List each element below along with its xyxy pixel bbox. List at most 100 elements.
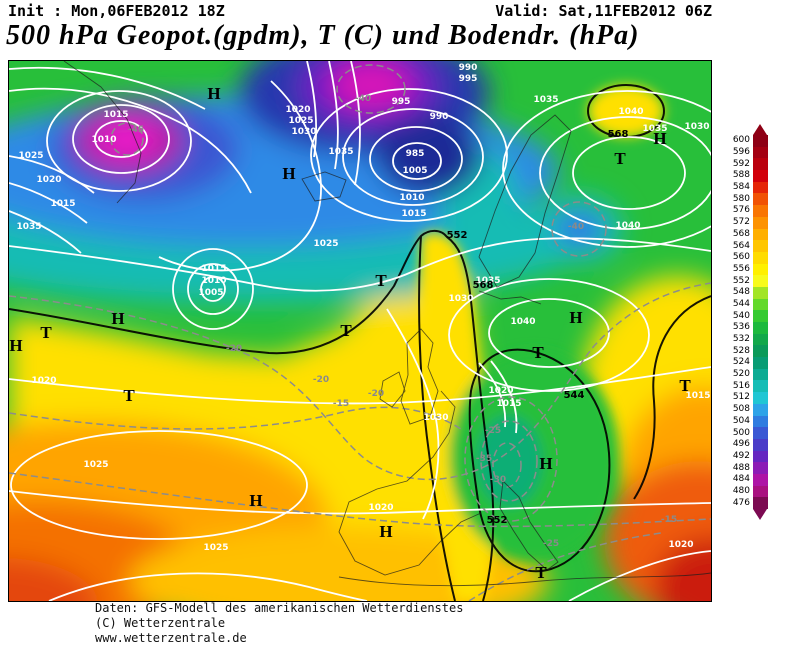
legend-swatch xyxy=(753,357,768,369)
legend-swatch xyxy=(753,473,768,486)
legend-swatch xyxy=(753,216,768,229)
pressure-center-high: H xyxy=(282,164,295,183)
legend-entry: 552 xyxy=(718,275,768,287)
geopotential-label: 552 xyxy=(487,515,508,526)
pressure-label: 985 xyxy=(406,149,425,159)
footer: Daten: GFS-Modell des amerikanischen Wet… xyxy=(95,601,463,646)
legend-entry: 576 xyxy=(718,205,768,217)
pressure-center-low: T xyxy=(123,386,135,405)
pressure-center-high: H xyxy=(569,308,582,327)
legend-entry: 548 xyxy=(718,286,768,299)
legend-swatch xyxy=(753,275,768,287)
legend-entry: 564 xyxy=(718,240,768,252)
pressure-center-low: T xyxy=(340,321,352,340)
legend-value: 560 xyxy=(732,252,750,263)
pressure-label: 1025 xyxy=(203,543,228,553)
legend-swatch xyxy=(753,310,768,322)
pressure-label: 1015 xyxy=(103,110,128,120)
legend-swatch xyxy=(753,298,768,311)
legend-value: 588 xyxy=(732,170,750,181)
legend-value: 520 xyxy=(732,369,750,380)
pressure-label: 1035 xyxy=(16,222,41,232)
footer-line-copyright: (C) Wetterzentrale xyxy=(95,616,226,630)
valid-time-label: Valid: Sat,11FEB2012 06Z xyxy=(495,2,712,20)
legend-swatch xyxy=(753,263,768,276)
legend-value: 600 xyxy=(732,135,750,146)
legend-value: 596 xyxy=(732,147,750,158)
pressure-label: 1025 xyxy=(18,151,43,161)
pressure-label: 1025 xyxy=(288,116,313,126)
legend-entry: 496 xyxy=(718,438,768,451)
legend-entry: 544 xyxy=(718,298,768,311)
pressure-label: 1030 xyxy=(684,122,709,132)
legend-value: 500 xyxy=(732,427,750,438)
legend-swatch xyxy=(753,170,768,182)
temperature-label: -40 xyxy=(355,94,371,104)
legend-entry: 572 xyxy=(718,216,768,229)
legend-swatch xyxy=(753,450,768,463)
legend-arrow-bottom xyxy=(753,509,767,520)
legend-value: 552 xyxy=(732,275,750,286)
legend-value: 528 xyxy=(732,345,750,356)
temperature-label: -40 xyxy=(568,222,584,232)
legend-entry: 536 xyxy=(718,322,768,334)
pressure-center-low: T xyxy=(532,343,544,362)
legend-swatch xyxy=(753,251,768,264)
legend-swatch xyxy=(753,205,768,217)
legend-swatch xyxy=(753,392,768,404)
legend-value: 580 xyxy=(732,193,750,204)
pressure-label: 1035 xyxy=(533,95,558,105)
legend-swatch xyxy=(753,181,768,194)
legend-entry: 592 xyxy=(718,158,768,171)
legend-swatch xyxy=(753,146,768,159)
pressure-label: 1010 xyxy=(399,193,424,203)
legend-swatch xyxy=(753,240,768,252)
legend-entry: 532 xyxy=(718,333,768,346)
legend-entry: 524 xyxy=(718,357,768,369)
pressure-label: 1020 xyxy=(368,503,393,513)
pressure-label: 1040 xyxy=(510,317,535,327)
footer-line-url: www.wetterzentrale.de xyxy=(95,631,247,645)
pressure-label: 990 xyxy=(430,112,449,122)
pressure-label: 995 xyxy=(459,74,478,84)
pressure-label: 1040 xyxy=(618,107,643,117)
legend-entry: 584 xyxy=(718,181,768,194)
header: Init : Mon,06FEB2012 18Z Valid: Sat,11FE… xyxy=(8,2,712,20)
pressure-label: 995 xyxy=(392,97,411,107)
pressure-center-high: H xyxy=(539,454,552,473)
legend-entry: 488 xyxy=(718,462,768,474)
legend-entry: 492 xyxy=(718,450,768,463)
legend-entry: 580 xyxy=(718,193,768,206)
pressure-center-high: H xyxy=(111,309,124,328)
legend-entry: 508 xyxy=(718,403,768,416)
legend-value: 504 xyxy=(732,415,750,426)
temperature-label: -20 xyxy=(368,389,384,399)
pressure-label: 1040 xyxy=(615,221,640,231)
legend-value: 516 xyxy=(732,380,750,391)
temperature-label: -25 xyxy=(485,426,501,436)
legend-swatch xyxy=(753,368,768,381)
pressure-center-low: T xyxy=(535,563,547,582)
legend-value: 536 xyxy=(732,322,750,333)
legend-entry: 504 xyxy=(718,415,768,428)
legend-swatch xyxy=(753,462,768,474)
legend-entry: 480 xyxy=(718,485,768,498)
legend-value: 568 xyxy=(732,228,750,239)
legend-value: 496 xyxy=(732,439,750,450)
legend-value: 524 xyxy=(732,357,750,368)
pressure-center-low: T xyxy=(679,376,691,395)
legend-swatch xyxy=(753,286,768,299)
geopotential-color-field xyxy=(9,61,711,601)
pressure-label: 1015 xyxy=(201,264,226,274)
pressure-label: 1015 xyxy=(496,399,521,409)
pressure-label: 990 xyxy=(459,63,478,73)
legend-entry: 600 xyxy=(718,135,768,147)
legend-swatch xyxy=(753,135,768,147)
weather-map: 1015101010251020101510351020102510301035… xyxy=(9,61,711,601)
legend-swatch xyxy=(753,158,768,171)
legend-entry: 476 xyxy=(718,497,768,509)
legend-swatch xyxy=(753,322,768,334)
legend-value: 564 xyxy=(732,240,750,251)
pressure-center-high: H xyxy=(249,491,262,510)
pressure-center-high: H xyxy=(207,84,220,103)
